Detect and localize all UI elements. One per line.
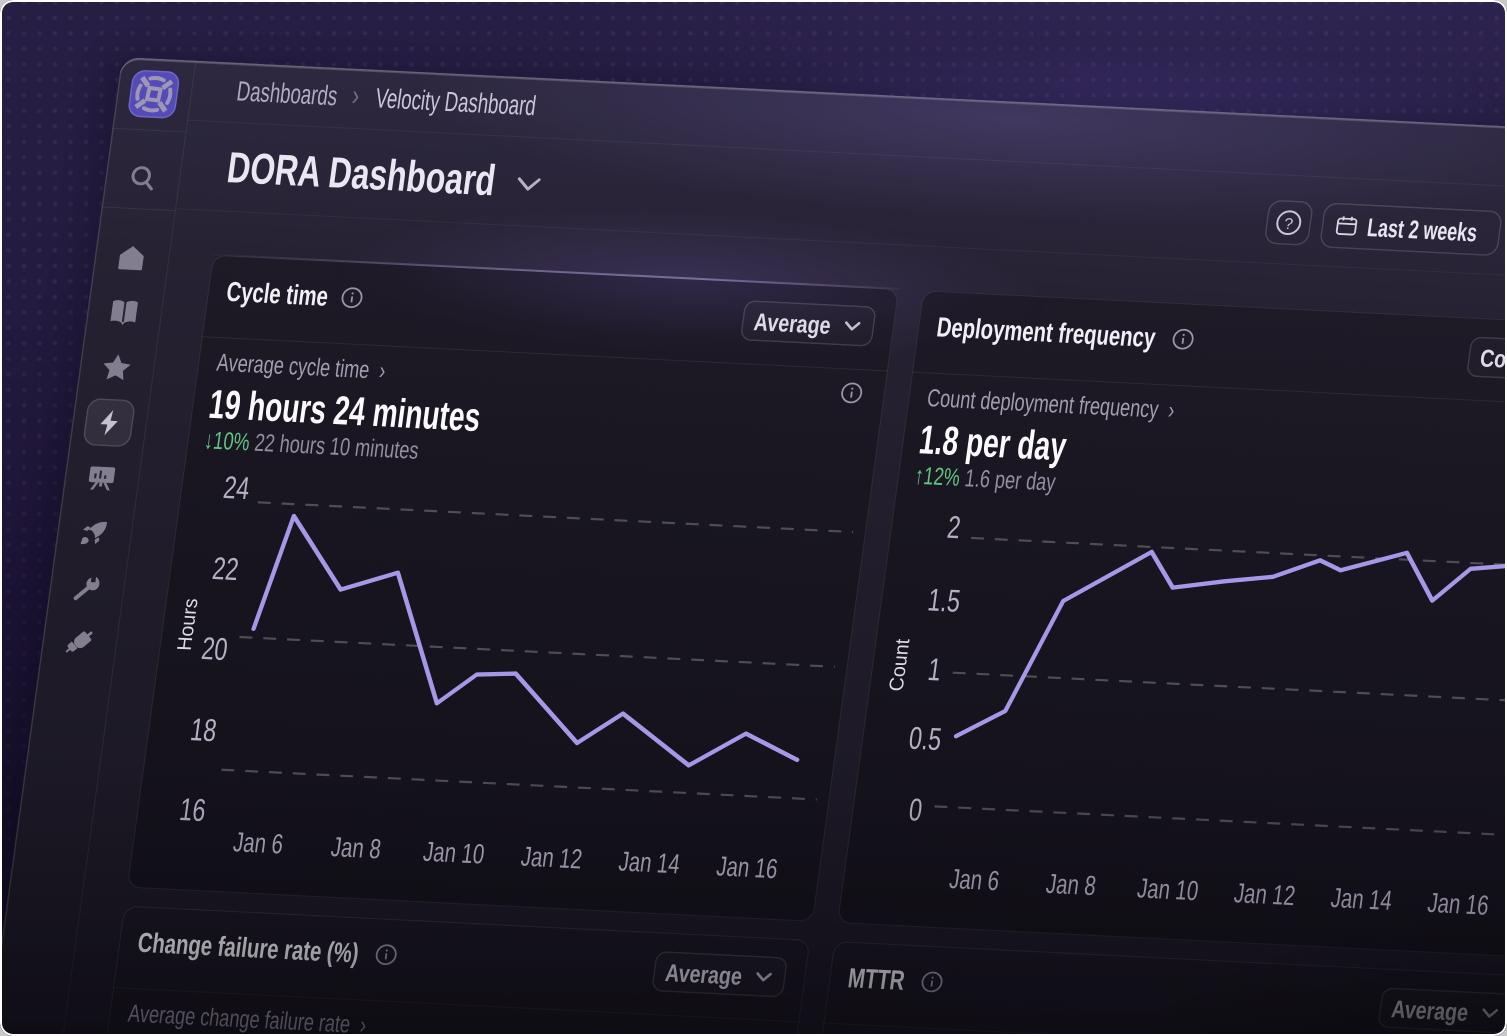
- svg-text:Jan 14: Jan 14: [617, 847, 682, 881]
- svg-text:18: 18: [188, 712, 219, 748]
- svg-text:Jan 6: Jan 6: [947, 864, 1001, 897]
- svg-text:0: 0: [907, 792, 925, 828]
- svg-text:1: 1: [926, 652, 944, 688]
- svg-text:20: 20: [199, 631, 230, 667]
- svg-text:Count: Count: [885, 638, 914, 692]
- svg-text:Hours: Hours: [174, 598, 203, 652]
- svg-text:Jan 10: Jan 10: [421, 837, 486, 871]
- svg-text:22: 22: [210, 551, 241, 587]
- svg-text:Jan 10: Jan 10: [1135, 873, 1200, 907]
- svg-text:Jan 6: Jan 6: [231, 827, 285, 860]
- svg-text:16: 16: [177, 792, 208, 828]
- svg-text:1.5: 1.5: [926, 582, 963, 619]
- svg-text:Jan 16: Jan 16: [715, 851, 780, 885]
- svg-text:Jan 12: Jan 12: [1232, 878, 1297, 912]
- svg-text:24: 24: [221, 470, 252, 506]
- svg-text:0.5: 0.5: [907, 720, 944, 757]
- svg-text:Jan 16: Jan 16: [1426, 888, 1491, 922]
- svg-text:Jan 14: Jan 14: [1329, 883, 1394, 917]
- svg-text:Jan 12: Jan 12: [519, 842, 584, 876]
- svg-text:?: ?: [1283, 216, 1294, 233]
- svg-text:Jan 8: Jan 8: [329, 832, 383, 865]
- svg-text:2: 2: [945, 509, 963, 545]
- svg-text:Jan 8: Jan 8: [1044, 869, 1098, 902]
